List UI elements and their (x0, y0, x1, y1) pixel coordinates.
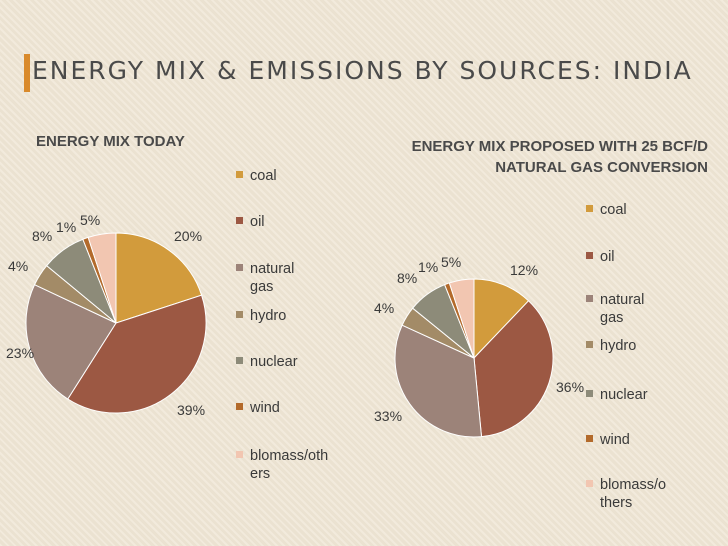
legend-label: wind (600, 432, 630, 448)
legend-swatch (586, 295, 593, 302)
legend-label: nuclear (600, 387, 648, 403)
legend-swatch (236, 403, 243, 410)
chart-title-proposed: ENERGY MIX PROPOSED WITH 25 BCF/D NATURA… (411, 138, 708, 176)
title-accent-bar (24, 54, 30, 92)
chart-title-today: ENERGY MIX TODAY (36, 133, 185, 150)
data-label-natural-gas: 23% (6, 345, 35, 361)
legend-swatch (236, 264, 243, 271)
pie-slice-oil (67, 294, 207, 414)
legend-swatch (236, 217, 243, 224)
slide-title: ENERGY MIX & EMISSIONS BY SOURCES: INDIA (32, 56, 693, 85)
pie-slice-natural-gas (394, 324, 483, 438)
legend-label: oil (600, 249, 615, 265)
pie-slice-coal (473, 278, 530, 360)
data-label-coal: 20% (174, 228, 203, 244)
data-label-nuclear: 8% (32, 228, 53, 244)
data-label-wind: 1% (56, 219, 77, 235)
legend-swatch (236, 171, 243, 178)
legend-label: wind (250, 400, 280, 416)
legend-swatch (586, 390, 593, 397)
pie-slice-biomass (448, 278, 475, 359)
legend-swatch (586, 341, 593, 348)
data-label-biomass: 5% (80, 212, 101, 228)
data-label-coal: 12% (510, 262, 539, 278)
data-label-wind: 1% (418, 259, 439, 275)
legend-label: coal (250, 168, 277, 184)
legend-label: oil (250, 214, 265, 230)
legend-swatch (236, 357, 243, 364)
legend-swatch (586, 435, 593, 442)
legend-label: natural gas (250, 261, 295, 295)
legend-swatch (586, 480, 593, 487)
legend-label: nuclear (250, 354, 298, 370)
legend-label: hydro (600, 338, 637, 354)
legend-swatch (586, 252, 593, 259)
pie-slice-biomass (87, 232, 117, 324)
data-label-hydro: 4% (374, 300, 395, 316)
legend-swatch (236, 311, 243, 318)
legend-label: coal (600, 202, 627, 218)
data-label-hydro: 4% (8, 258, 29, 274)
data-label-natural-gas: 33% (374, 408, 403, 424)
pie-slice-natural-gas (25, 284, 117, 400)
data-label-oil: 39% (177, 402, 206, 418)
legend-label: natural gas (600, 292, 645, 326)
legend-swatch (586, 205, 593, 212)
pie-slice-coal (115, 232, 203, 324)
data-label-biomass: 5% (441, 254, 462, 270)
data-label-oil: 36% (556, 379, 585, 395)
pie-slice-oil (473, 300, 554, 438)
legend-swatch (236, 451, 243, 458)
data-label-nuclear: 8% (397, 270, 418, 286)
legend-label: hydro (250, 308, 287, 324)
